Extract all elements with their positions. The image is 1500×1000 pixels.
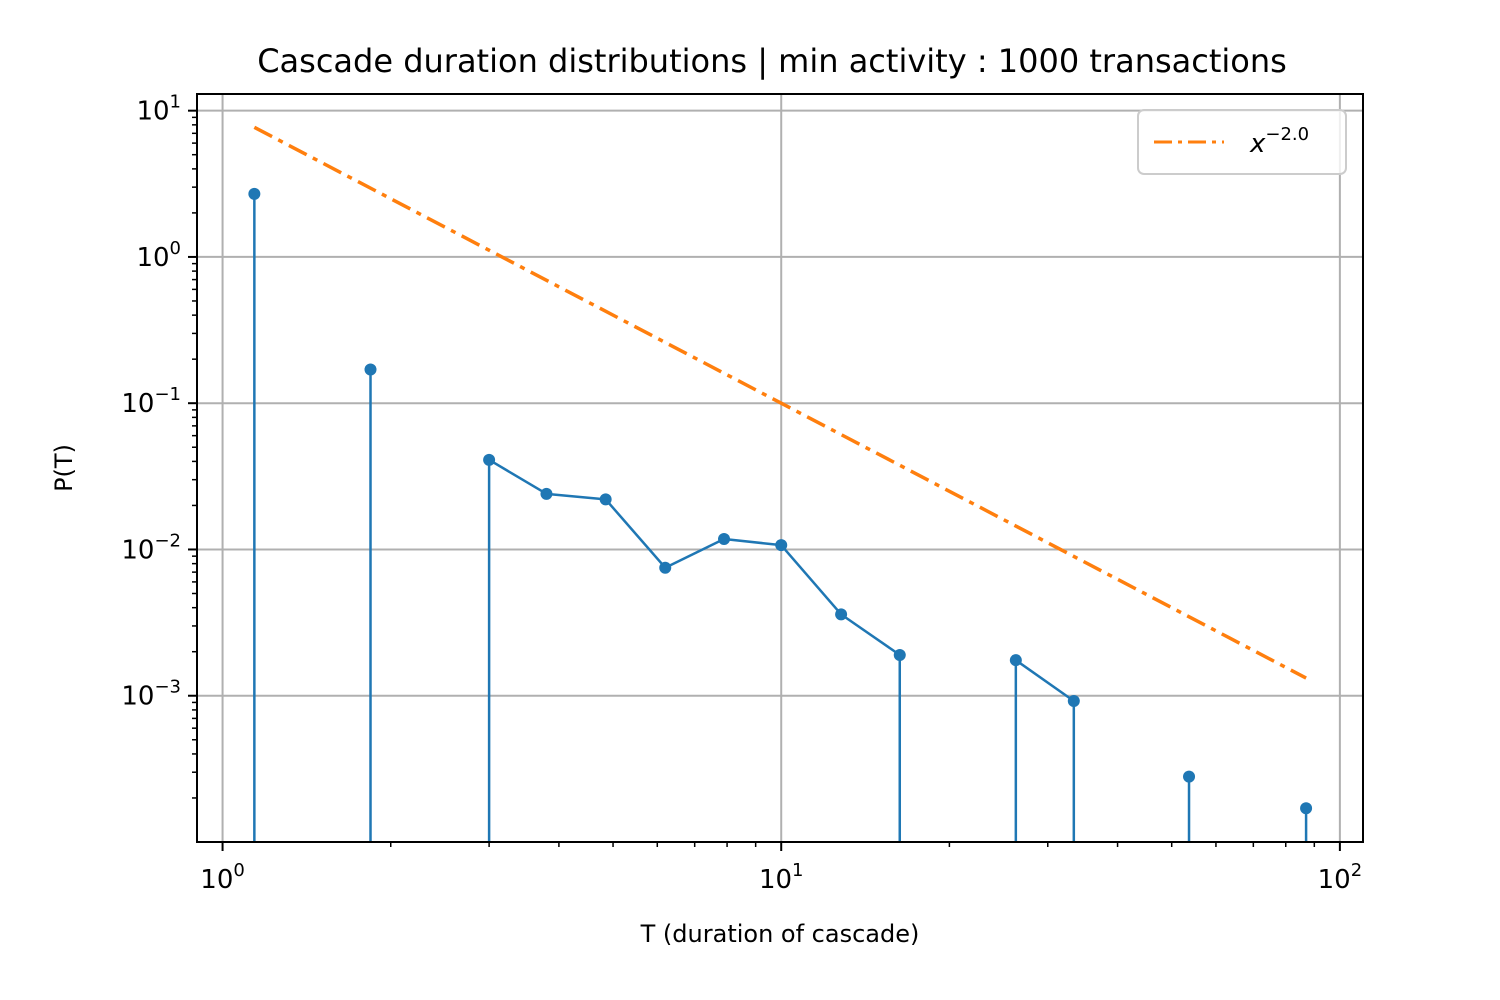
data-point-8	[835, 608, 848, 621]
legend-label-power-law: x−2.0	[1249, 124, 1309, 159]
legend-label-exponent: −2.0	[1265, 124, 1309, 145]
x-tick-label-1: 101	[759, 860, 804, 895]
plot-area	[248, 125, 1313, 842]
data-point-6	[718, 532, 731, 545]
data-point-10	[1009, 654, 1022, 667]
data-point-5	[659, 561, 672, 574]
grid	[197, 94, 1363, 842]
line-segment-4	[546, 492, 606, 501]
data-point-2	[483, 453, 496, 466]
power-law-line	[253, 125, 1307, 680]
chart-title: Cascade duration distributions | min act…	[257, 42, 1287, 80]
line-segment-5	[604, 498, 667, 569]
axes-frame	[196, 93, 1364, 843]
y-tick-label-0: 10−3	[121, 677, 181, 712]
data-point-7	[775, 539, 788, 552]
y-axis-label: P(T)	[50, 444, 78, 492]
legend: x−2.0	[1137, 109, 1347, 175]
x-axis-label: T (duration of cascade)	[640, 920, 920, 948]
line-segment-3	[488, 458, 548, 495]
data-point-3	[540, 487, 553, 500]
line-segment-11	[1015, 659, 1075, 703]
legend-box	[1137, 109, 1347, 175]
data-point-0	[248, 187, 261, 200]
y-tick-label-3: 100	[136, 238, 181, 273]
line-segment-9	[840, 613, 901, 656]
axis-ticks: 100 101 102 10−3 10−2 10−1 100 101	[121, 92, 1362, 895]
line-segment-6	[664, 537, 725, 569]
data-point-11	[1067, 695, 1080, 708]
x-tick-label-2: 102	[1318, 860, 1363, 895]
data-point-12	[1183, 770, 1196, 783]
y-tick-label-1: 10−2	[121, 530, 181, 565]
line-segment-7	[723, 537, 782, 547]
data-point-1	[364, 363, 377, 376]
x-tick-label-0: 100	[200, 860, 245, 895]
data-point-9	[893, 648, 906, 661]
y-tick-label-4: 101	[136, 92, 181, 127]
data-point-4	[599, 493, 612, 506]
y-tick-label-2: 10−1	[121, 384, 181, 419]
line-segment-8	[780, 544, 843, 616]
data-point-13	[1300, 802, 1313, 815]
legend-label-base: x	[1249, 129, 1266, 159]
